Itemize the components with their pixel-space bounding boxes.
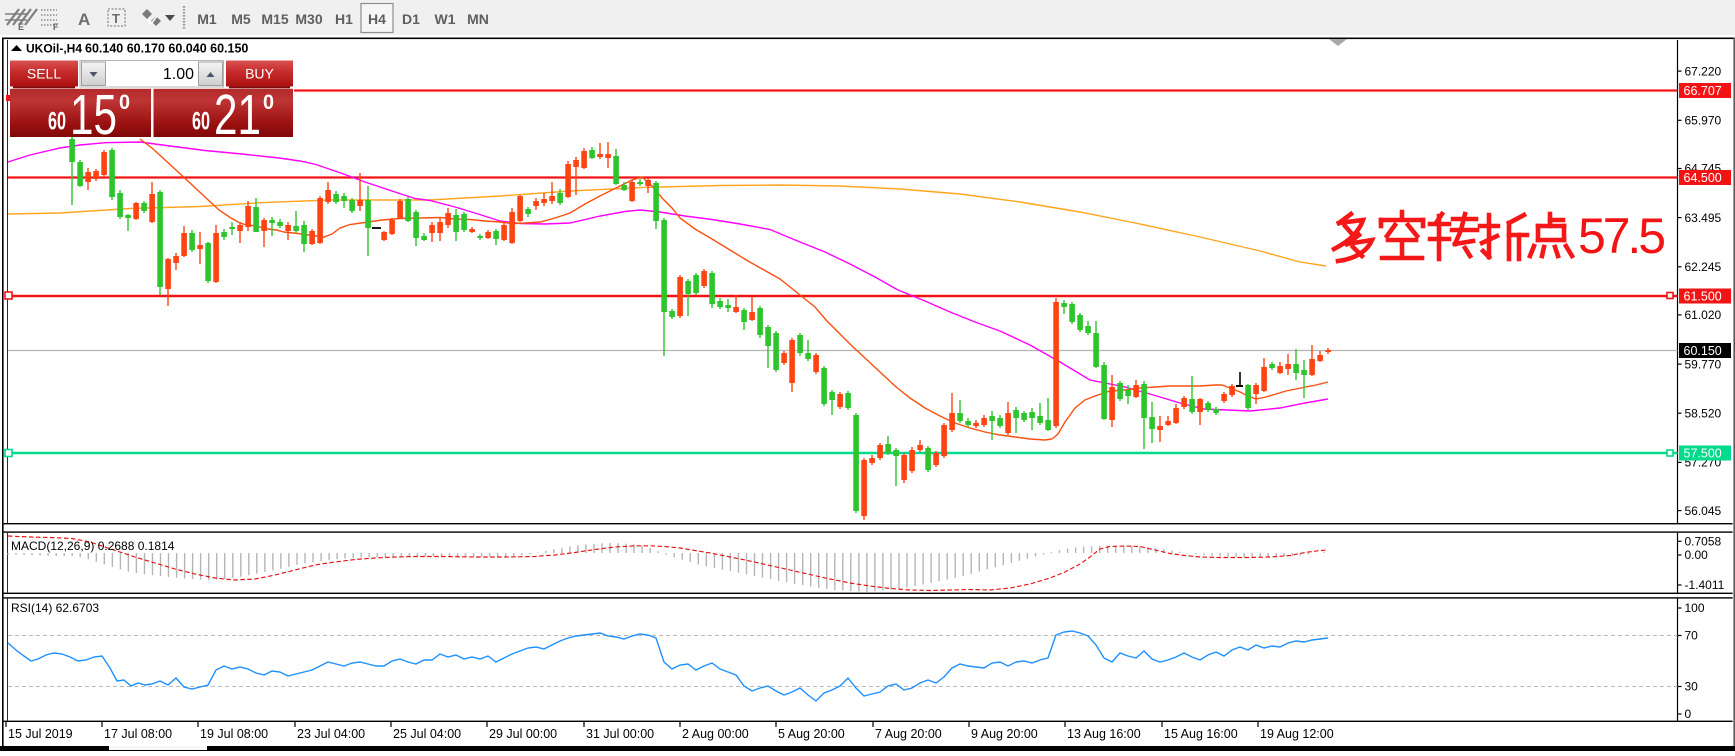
svg-text:57.500: 57.500 [1684, 447, 1722, 461]
svg-text:64.500: 64.500 [1684, 171, 1722, 185]
svg-text:H4: H4 [368, 11, 386, 27]
svg-text:17 Jul 08:00: 17 Jul 08:00 [104, 727, 172, 741]
svg-text:67.220: 67.220 [1685, 64, 1722, 78]
svg-text:0.7058: 0.7058 [1685, 535, 1722, 549]
svg-text:19 Jul 08:00: 19 Jul 08:00 [200, 727, 268, 741]
svg-text:21: 21 [214, 83, 261, 147]
svg-text:15 Jul 2019: 15 Jul 2019 [8, 727, 73, 741]
svg-text:1.00: 1.00 [163, 66, 194, 83]
svg-text:A: A [78, 10, 90, 29]
svg-text:RSI(14) 62.6703: RSI(14) 62.6703 [11, 601, 99, 615]
svg-text:H1: H1 [335, 11, 353, 27]
svg-text:66.707: 66.707 [1684, 84, 1722, 98]
svg-text:M1: M1 [197, 11, 217, 27]
svg-text:0.00: 0.00 [1685, 548, 1709, 562]
svg-text:15 Aug 16:00: 15 Aug 16:00 [1164, 727, 1238, 741]
svg-text:5 Aug 20:00: 5 Aug 20:00 [778, 727, 845, 741]
svg-text:61.500: 61.500 [1684, 290, 1722, 304]
svg-text:60: 60 [192, 108, 210, 136]
svg-text:UKOil-,H4: UKOil-,H4 [26, 42, 82, 56]
svg-text:MN: MN [467, 11, 489, 27]
svg-text:100: 100 [1685, 601, 1705, 615]
svg-text:19 Aug 12:00: 19 Aug 12:00 [1260, 727, 1334, 741]
svg-text:-1.4011: -1.4011 [1685, 578, 1725, 592]
svg-text:2 Aug 00:00: 2 Aug 00:00 [682, 727, 749, 741]
svg-text:29 Jul 00:00: 29 Jul 00:00 [489, 727, 557, 741]
svg-text:13 Aug 16:00: 13 Aug 16:00 [1067, 727, 1141, 741]
svg-text:M5: M5 [231, 11, 251, 27]
svg-text:70: 70 [1685, 629, 1699, 643]
svg-text:61.020: 61.020 [1685, 308, 1722, 322]
svg-text:60.150: 60.150 [1684, 344, 1722, 358]
svg-text:0: 0 [119, 91, 130, 114]
svg-text:23 Jul 04:00: 23 Jul 04:00 [297, 727, 365, 741]
svg-text:25 Jul 04:00: 25 Jul 04:00 [393, 727, 461, 741]
svg-text:SELL: SELL [27, 66, 61, 82]
svg-text:59.770: 59.770 [1685, 357, 1722, 371]
svg-text:63.495: 63.495 [1685, 211, 1722, 225]
svg-text:D1: D1 [402, 11, 420, 27]
svg-text:15: 15 [70, 83, 117, 147]
svg-text:E: E [18, 22, 24, 32]
svg-text:7 Aug 20:00: 7 Aug 20:00 [875, 727, 942, 741]
svg-text:65.970: 65.970 [1685, 114, 1722, 128]
svg-text:0: 0 [263, 91, 274, 114]
svg-text:M15: M15 [261, 11, 288, 27]
svg-text:31 Jul 00:00: 31 Jul 00:00 [586, 727, 654, 741]
svg-text:F: F [53, 22, 59, 32]
svg-text:60.140 60.170 60.040 60.150: 60.140 60.170 60.040 60.150 [85, 42, 248, 56]
svg-text:M30: M30 [295, 11, 322, 27]
svg-text:9 Aug 20:00: 9 Aug 20:00 [971, 727, 1038, 741]
svg-text:T: T [112, 11, 120, 26]
svg-text:0: 0 [1685, 707, 1692, 721]
svg-text:W1: W1 [435, 11, 456, 27]
svg-text:MACD(12,26,9) 0.2688 0.1814: MACD(12,26,9) 0.2688 0.1814 [11, 539, 175, 553]
svg-text:58.520: 58.520 [1685, 406, 1722, 420]
svg-text:62.245: 62.245 [1685, 260, 1722, 274]
svg-text:56.045: 56.045 [1685, 504, 1722, 518]
svg-text:30: 30 [1685, 680, 1699, 694]
svg-text:57.5: 57.5 [1578, 208, 1666, 264]
svg-text:60: 60 [48, 108, 66, 136]
svg-text:BUY: BUY [245, 66, 274, 82]
